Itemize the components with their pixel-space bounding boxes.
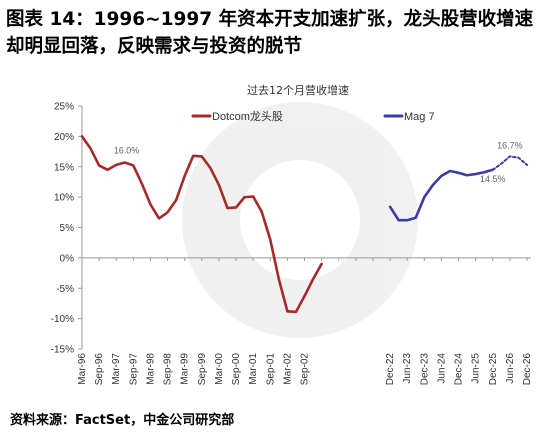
y-tick-label: 20% bbox=[54, 132, 74, 143]
x-tick-label: Mar-99 bbox=[180, 353, 191, 385]
y-tick-label: 15% bbox=[54, 162, 74, 173]
x-tick-label: Sep-96 bbox=[94, 353, 105, 386]
data-label: 16.7% bbox=[497, 140, 523, 150]
x-tick-label: Sep-99 bbox=[197, 353, 208, 386]
series-line-dotcom bbox=[80, 135, 323, 314]
data-label: 14.5% bbox=[480, 174, 506, 184]
y-tick-label: -5% bbox=[56, 284, 74, 295]
y-axis: -15% -10% -5% 0% 5% 10% 15% 20% 25% bbox=[51, 102, 83, 356]
x-tick-label: Jun-25 bbox=[471, 353, 482, 384]
source-note: 资料来源：FactSet，中金公司研究部 bbox=[10, 413, 235, 428]
x-tick-label: Sep-97 bbox=[128, 353, 139, 386]
x-tick-label: Mar-98 bbox=[145, 353, 156, 385]
y-tick-label: 0% bbox=[60, 253, 75, 264]
y-tick-label: 5% bbox=[60, 223, 75, 234]
legend-label-mag7: Mag 7 bbox=[404, 111, 435, 123]
legend: Dotcom龙头股 Mag 7 bbox=[191, 110, 435, 123]
x-tick-label: Sep-98 bbox=[163, 353, 174, 386]
chart-title: 过去12个月营收增速 bbox=[247, 83, 349, 97]
x-tick-label: Jun-26 bbox=[505, 353, 516, 384]
x-tick-label: Sep-01 bbox=[265, 353, 276, 386]
x-tick-label: Jun-24 bbox=[436, 353, 447, 384]
x-tick-label: Dec-26 bbox=[522, 353, 533, 386]
x-tick-label: Dec-25 bbox=[488, 353, 499, 386]
figure-title: 图表 14：1996~1997 年资本开支加速扩张，龙头股营收增速却明显回落，反… bbox=[6, 9, 534, 57]
legend-label-dotcom: Dotcom龙头股 bbox=[212, 110, 283, 123]
x-tick-label: Dec-24 bbox=[454, 353, 465, 386]
series-line-mag7-forecast bbox=[491, 155, 528, 171]
y-tick-label: 25% bbox=[54, 102, 74, 113]
x-tick-label: Jun-23 bbox=[402, 353, 413, 384]
x-tick-label: Mar-01 bbox=[248, 353, 259, 385]
series-line-mag7 bbox=[388, 168, 495, 222]
x-axis: Mar-96 Sep-96 Mar-97 Sep-97 Mar-98 Sep-98 Mar-… bbox=[77, 257, 533, 386]
x-tick-label: Dec-23 bbox=[419, 353, 430, 386]
x-tick-label: Mar-97 bbox=[111, 353, 122, 385]
y-tick-label: -10% bbox=[51, 314, 74, 325]
watermark-logo bbox=[182, 102, 418, 338]
y-tick-label: -15% bbox=[51, 345, 74, 356]
annotations: 16.0% 16.7% 14.5% bbox=[114, 140, 523, 183]
data-label: 16.0% bbox=[114, 146, 140, 156]
y-tick-label: 10% bbox=[54, 193, 74, 204]
x-tick-label: Sep-00 bbox=[231, 353, 242, 386]
x-tick-label: Dec-22 bbox=[385, 353, 396, 386]
series-layer bbox=[80, 135, 528, 314]
x-tick-label: Mar-02 bbox=[282, 353, 293, 385]
x-tick-label: Mar-96 bbox=[77, 353, 88, 385]
x-tick-label: Mar-00 bbox=[214, 353, 225, 385]
x-tick-label: Sep-02 bbox=[300, 353, 311, 386]
